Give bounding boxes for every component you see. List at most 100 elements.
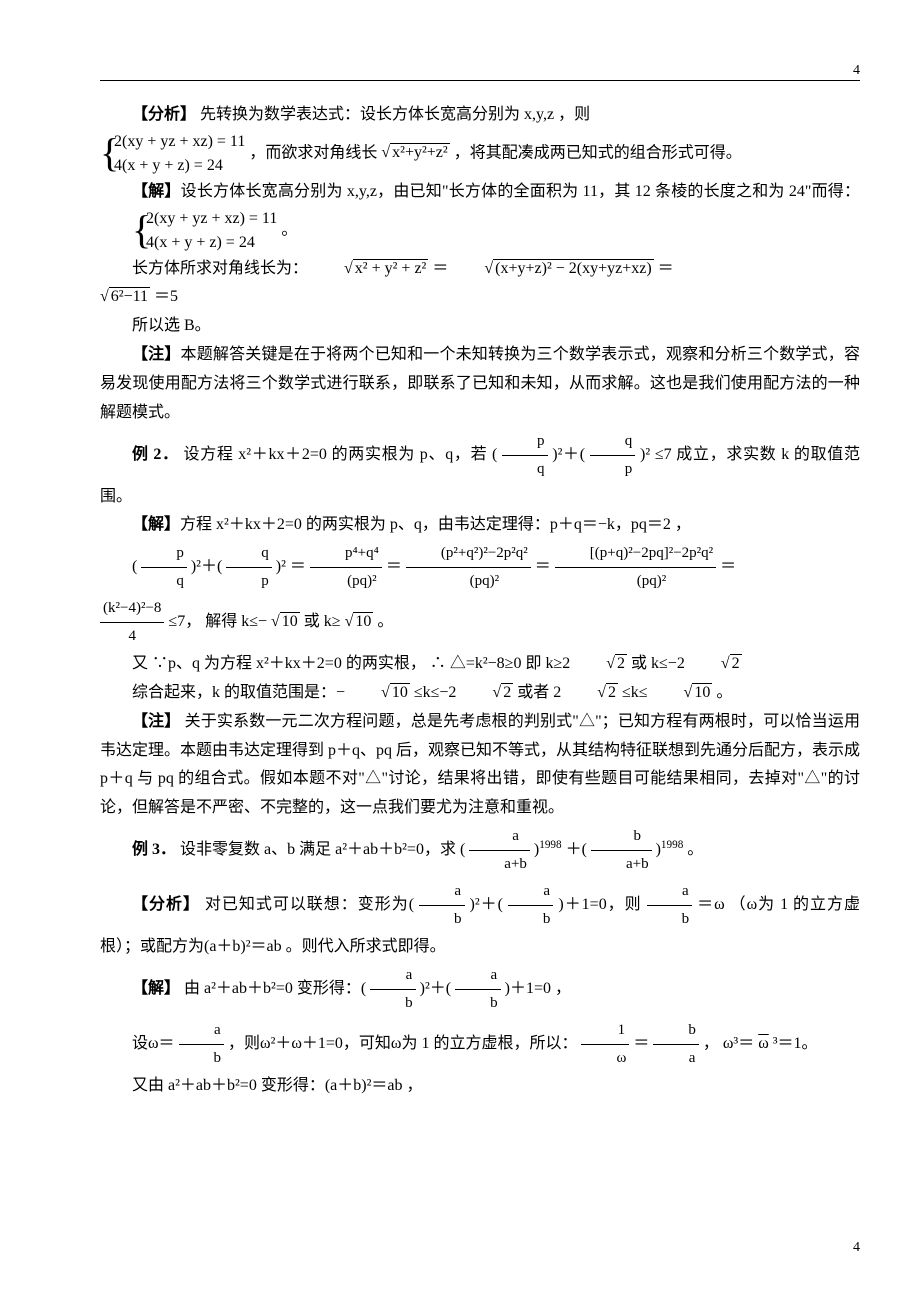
analysis-pre: 先转换为数学表达式：设长方体长宽高分别为 x,y,z ，则 [200, 106, 590, 123]
sol2-l4b: ≤k≤−2 [414, 684, 457, 701]
solution-3-l2: 设ω＝ ab ，则ω²＋ω＋1=0，可知ω为 1 的立方虚根，所以： 1ω ＝ … [100, 1017, 860, 1072]
analysis-mid: ，而欲求对角线长 [249, 144, 377, 161]
sol3-l1a: 由 a²＋ab＋b²=0 变形得：( [184, 980, 366, 997]
ex2-frac2: qp [590, 428, 636, 483]
analysis-1-eq: 2(xy + yz + xz) = 11 4(x + y + z) = 24 ，… [100, 130, 860, 178]
an3-label: 【分析】 [132, 896, 200, 913]
solution-1-l2: 长方体所求对角线长为： x² + y² + z² ＝ (x+y+z)² − 2(… [100, 255, 860, 284]
sol2-l3a: 又 ∵p、q 为方程 x²＋kx＋2=0 的两实根， ∴ △=k²−8≥0 即 … [132, 655, 570, 672]
ex3-c: ＋( [566, 841, 587, 858]
sqrt2a: 2 [574, 650, 627, 679]
an3-fb: ab [508, 878, 554, 933]
page: 4 【分析】 先转换为数学表达式：设长方体长宽高分别为 x,y,z ，则 2(x… [0, 0, 920, 1300]
solution-3-l1: 【解】 由 a²＋ab＋b²=0 变形得：( ab )²＋( ab )＋1=0 … [100, 962, 860, 1017]
ex2-a: 设方程 x²＋kx＋2=0 的两实根为 p、q，若 ( [184, 446, 498, 463]
chain-c: )² ＝ [276, 558, 310, 575]
system-2: 2(xy + yz + xz) = 11 4(x + y + z) = 24 [100, 207, 277, 255]
sys2-row1: 2(xy + yz + xz) = 11 [114, 207, 277, 231]
sol3-g2: ab [455, 962, 501, 1017]
ex3-f1: aa+b [469, 823, 530, 878]
an3-fc: ab [647, 878, 693, 933]
sol2-l4c: 或者 2 [517, 684, 561, 701]
solution-2-chain2: (k²−4)²−84 ≤7， 解得 k≤− 10 或 k≥ 10 。 [100, 595, 860, 650]
sol3-l2d: ， ω³＝ [703, 1035, 754, 1052]
solution-1-conclusion: 所以选 B。 [100, 312, 860, 341]
sys1-row2: 4(x + y + z) = 24 [114, 154, 245, 178]
sol2-tail3: 。 [377, 613, 393, 630]
sqrt10b: 10 [345, 608, 374, 637]
solution-1-l1: 【解】设长方体长宽高分别为 x,y,z，由已知"长方体的全面积为 11，其 12… [100, 178, 860, 255]
sol3-l2e: ³＝1。 [773, 1035, 818, 1052]
solution-2-chain: ( pq )²＋( qp )² ＝ p⁴+q⁴(pq)² ＝ (p²+q²)²−… [100, 540, 860, 595]
note-1: 【注】本题解答关键是在于将两个已知和一个未知转换为三个数学表示式，观察和分析三个… [100, 341, 860, 427]
sys1-row1: 2(xy + yz + xz) = 11 [114, 130, 245, 154]
note1-text: 本题解答关键是在于将两个已知和一个未知转换为三个数学表示式，观察和分析三个数学式… [100, 346, 860, 421]
sol3-h3: ba [653, 1017, 699, 1072]
sqrt-left: x² + y² + z² [312, 255, 428, 284]
eq3: ＝ [720, 558, 736, 575]
chain-b: )²＋( [191, 558, 222, 575]
solution-2-l3: 又 ∵p、q 为方程 x²＋kx＋2=0 的两实根， ∴ △=k²−8≥0 即 … [100, 650, 860, 679]
sol3-l2c: ＝ [633, 1035, 649, 1052]
note2-text: 关于实系数一元二次方程问题，总是先考虑根的判别式"△"；已知方程有两根时，可以恰… [100, 713, 860, 816]
step1: p⁴+q⁴(pq)² [310, 540, 382, 595]
solution-2-l1: 【解】方程 x²＋kx＋2=0 的两实根为 p、q，由韦达定理得：p＋q＝−k，… [100, 511, 860, 540]
top-rule [100, 80, 860, 81]
sol2-tail: ≤7， 解得 k≤− [168, 613, 267, 630]
s2d: 2 [565, 679, 618, 708]
step3: [(p+q)²−2pq]²−2p²q²(pq)² [555, 540, 716, 595]
sol3-h2: 1ω [581, 1017, 629, 1072]
an3-fa: ab [419, 878, 465, 933]
s10c: 10 [349, 679, 410, 708]
step4: (k²−4)²−84 [100, 595, 164, 650]
sol3-l2b: ，则ω²＋ω＋1=0，可知ω为 1 的立方虚根，所以： [228, 1035, 577, 1052]
sol3-h1: ab [179, 1017, 225, 1072]
eq2: ＝ [535, 558, 551, 575]
sqrt-expr: x²+y²+z² [381, 139, 449, 168]
sol1-result: ＝5 [154, 289, 178, 306]
eq1: ＝ [386, 558, 402, 575]
sol2-label: 【解】 [132, 516, 180, 533]
sol2-tail2: 或 k≥ [304, 613, 341, 630]
sol1-line2pre: 长方体所求对角线长为： [132, 260, 308, 277]
omega-bar: ω [758, 1035, 769, 1052]
ex3-e: 。 [687, 841, 703, 858]
ex2-b: )²＋( [552, 446, 585, 463]
sqrt2b: 2 [689, 650, 742, 679]
note-2: 【注】 关于实系数一元二次方程问题，总是先考虑根的判别式"△"；已知方程有两根时… [100, 708, 860, 823]
sol3-g1: ab [370, 962, 416, 1017]
ex2-label: 例 2． [132, 446, 179, 463]
sqrt-mid: (x+y+z)² − 2(xy+yz+xz) [452, 255, 653, 284]
s10d: 10 [652, 679, 713, 708]
ex3-exp2: 1998 [661, 839, 683, 851]
sys2-row2: 4(x + y + z) = 24 [114, 231, 277, 255]
content-body: 【分析】 先转换为数学表达式：设长方体长宽高分别为 x,y,z ，则 2(xy … [100, 101, 860, 1101]
sol3-label: 【解】 [132, 980, 180, 997]
sol2-l4a: 综合起来，k 的取值范围是：− [132, 684, 345, 701]
s2c: 2 [460, 679, 513, 708]
solution-3-l3: 又由 a²＋ab＋b²=0 变形得：(a＋b)²＝ab ， [100, 1072, 860, 1101]
sol2-l4e: 。 [716, 684, 732, 701]
example-3: 例 3． 设非零复数 a、b 满足 a²＋ab＋b²=0，求 ( aa+b )1… [100, 823, 860, 878]
ex3-exp1: 1998 [539, 839, 561, 851]
sol1-label: 【解】 [132, 183, 181, 200]
sol3-l2a: 设ω＝ [132, 1035, 175, 1052]
sol1-period: 。 [281, 221, 297, 238]
sqrt10a: 10 [271, 608, 300, 637]
solution-1-l3: 6²−11 ＝5 [100, 283, 860, 312]
sqrt-right: 6²−11 [100, 283, 150, 312]
note2-label: 【注】 [132, 713, 180, 730]
solution-2-l4: 综合起来，k 的取值范围是：− 10 ≤k≤−2 2 或者 2 2 ≤k≤ 10… [100, 679, 860, 708]
chain-f1: pq [141, 540, 187, 595]
page-number-top: 4 [853, 58, 860, 83]
analysis-3: 【分析】 对已知式可以联想：变形为( ab )²＋( ab )＋1=0，则 ab… [100, 878, 860, 962]
sol2-line1: 方程 x²＋kx＋2=0 的两实根为 p、q，由韦达定理得：p＋q＝−k，pq＝… [180, 516, 691, 533]
chain-f2: qp [226, 540, 272, 595]
page-number-bottom: 4 [853, 1235, 860, 1260]
step2: (p²+q²)²−2p²q²(pq)² [406, 540, 531, 595]
analysis-post: ，将其配凑成两已知式的组合形式可得。 [454, 144, 742, 161]
analysis-1: 【分析】 先转换为数学表达式：设长方体长宽高分别为 x,y,z ，则 [100, 101, 860, 130]
sol3-l1c: )＋1=0 ， [505, 980, 571, 997]
an3-c: )＋1=0，则 [558, 896, 641, 913]
ex3-label: 例 3． [132, 841, 176, 858]
